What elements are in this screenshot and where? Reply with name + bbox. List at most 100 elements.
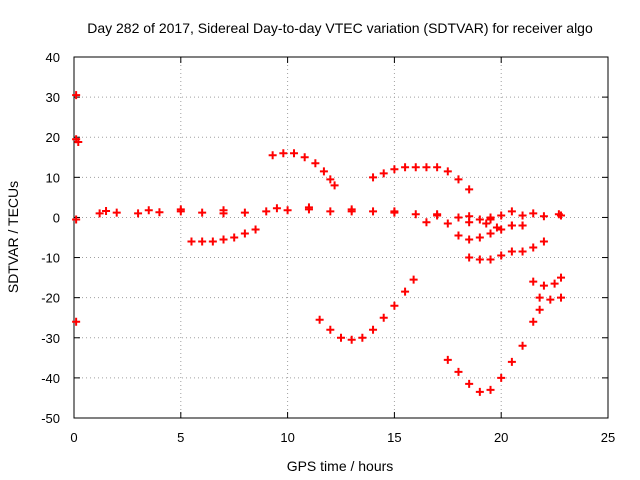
data-point [507, 221, 516, 230]
data-point [518, 341, 527, 350]
data-point [475, 255, 484, 264]
data-point [557, 293, 566, 302]
series-arc-13h [315, 275, 418, 344]
y-tick-label: -20 [41, 291, 60, 306]
data-point [240, 229, 249, 238]
data-point [134, 209, 143, 218]
y-tick-label: 30 [46, 90, 60, 105]
data-point [535, 293, 544, 302]
data-point [379, 169, 388, 178]
data-point [433, 163, 442, 172]
data-point [311, 159, 320, 168]
y-tick-label: 20 [46, 130, 60, 145]
data-point [546, 295, 555, 304]
y-tick-label: 10 [46, 170, 60, 185]
data-point [497, 251, 506, 260]
data-point [550, 279, 559, 288]
data-point [443, 219, 452, 228]
data-point [465, 379, 474, 388]
x-tick-label: 5 [177, 430, 184, 445]
y-tick-label: -50 [41, 411, 60, 426]
data-point [95, 209, 104, 218]
data-point [497, 211, 506, 220]
data-point [554, 210, 563, 219]
data-point [518, 211, 527, 220]
x-tick-labels: 0 5 10 15 20 25 [70, 430, 615, 445]
series-seg-20h [465, 237, 548, 264]
series-arc-16h [369, 163, 474, 194]
series-arc-10h [268, 149, 339, 190]
data-point [74, 138, 83, 147]
y-tick-label: 0 [53, 210, 60, 225]
data-point [268, 151, 277, 160]
data-point [219, 206, 228, 215]
data-point [219, 235, 228, 244]
data-point [486, 255, 495, 264]
grid-lines [74, 57, 608, 418]
y-tick-label: -10 [41, 251, 60, 266]
y-tick-label: 40 [46, 50, 60, 65]
series-dip-7h [187, 225, 260, 246]
data-point [347, 335, 356, 344]
data-point [539, 237, 548, 246]
data-point [72, 215, 81, 224]
data-point [283, 206, 292, 215]
data-point [518, 247, 527, 256]
data-point [251, 225, 260, 234]
data-point [486, 229, 495, 238]
data-point [529, 243, 538, 252]
data-point [507, 207, 516, 216]
data-point [300, 153, 309, 162]
data-point [155, 208, 164, 217]
data-point [401, 287, 410, 296]
axis-ticks [73, 56, 609, 419]
data-point [492, 223, 501, 232]
data-point [465, 218, 474, 227]
data-point [443, 355, 452, 364]
series-arc-19h [443, 305, 544, 396]
x-tick-label: 0 [70, 430, 77, 445]
data-point [326, 207, 335, 216]
data-point [176, 205, 185, 214]
data-point [422, 218, 431, 227]
series-seg-19h [454, 221, 527, 244]
data-point [475, 387, 484, 396]
x-tick-label: 10 [280, 430, 294, 445]
data-point [529, 317, 538, 326]
data-point [347, 205, 356, 214]
data-point [319, 167, 328, 176]
data-point [529, 209, 538, 218]
data-point [390, 301, 399, 310]
y-tick-label: -30 [41, 331, 60, 346]
data-point [454, 175, 463, 184]
data-point [497, 225, 506, 234]
data-point [262, 207, 271, 216]
y-tick-labels: -50 -40 -30 -20 -10 0 10 20 30 40 [41, 50, 60, 426]
data-point [401, 163, 410, 172]
data-point [454, 213, 463, 222]
data-point [390, 165, 399, 174]
data-point [102, 207, 111, 216]
chart-title: Day 282 of 2017, Sidereal Day-to-day VTE… [87, 20, 593, 36]
data-point [433, 210, 442, 219]
data-point [475, 233, 484, 242]
data-point [304, 203, 313, 212]
data-point [337, 333, 345, 342]
data-point [240, 208, 249, 217]
data-point [369, 173, 378, 182]
y-tick-label: -40 [41, 371, 60, 386]
data-point [539, 281, 548, 290]
x-tick-label: 20 [494, 430, 508, 445]
series-isolated-points [72, 91, 83, 326]
data-point [112, 208, 121, 217]
data-point [208, 237, 217, 246]
data-point [198, 208, 207, 217]
data-series [72, 91, 566, 396]
data-point [411, 163, 420, 172]
data-point [507, 357, 516, 366]
plot-frame [73, 56, 609, 419]
data-point [315, 315, 324, 324]
x-axis-label: GPS time / hours [287, 458, 394, 474]
data-point [358, 333, 367, 342]
data-point [369, 325, 378, 334]
